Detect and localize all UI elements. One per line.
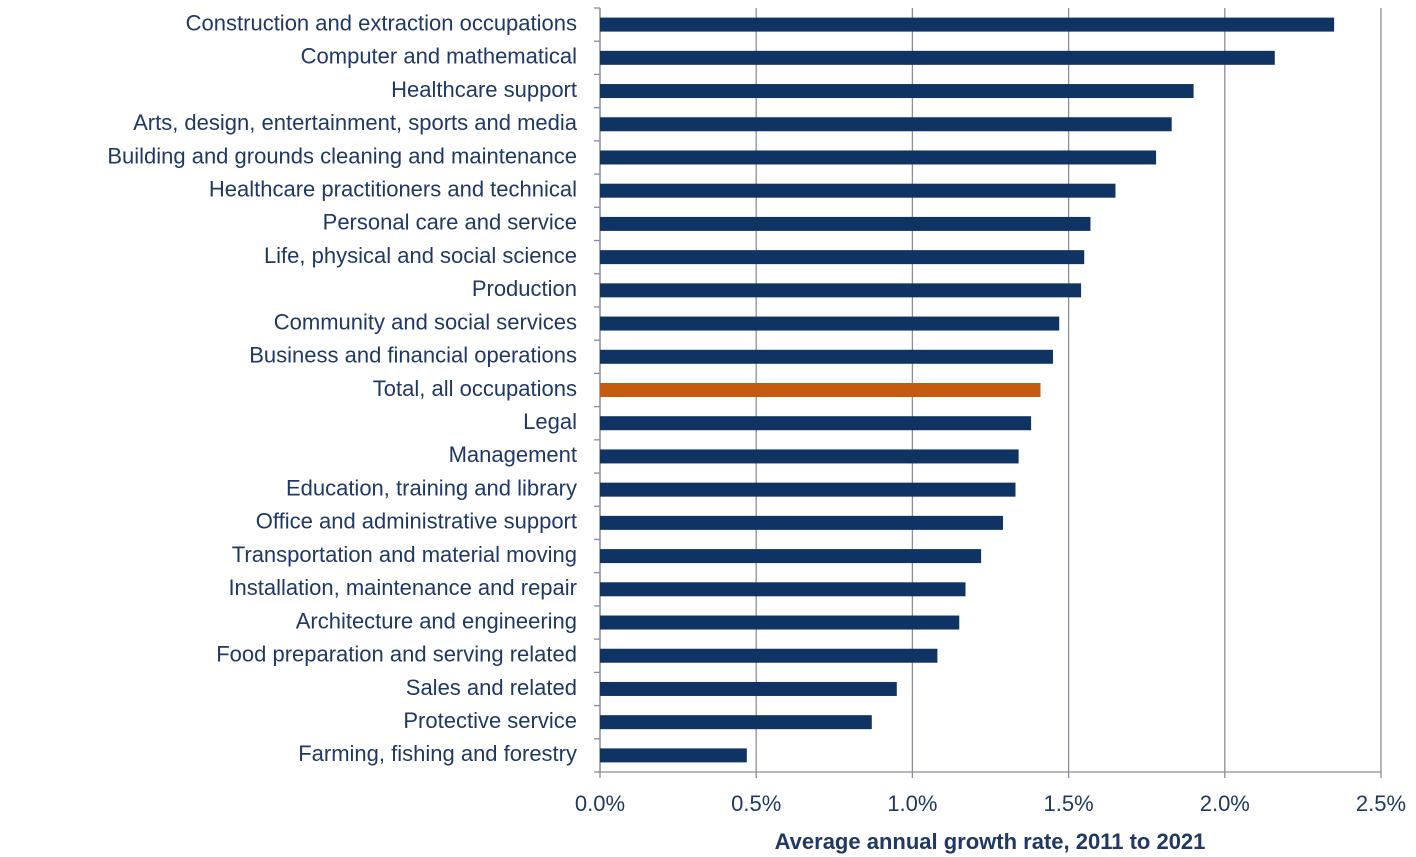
bar (600, 349, 1053, 364)
x-axis-label: Average annual growth rate, 2011 to 2021 (775, 829, 1206, 854)
x-tick-label: 2.0% (1200, 791, 1250, 816)
bar (600, 449, 1019, 464)
bar (600, 549, 982, 564)
y-tick-label: Business and financial operations (249, 343, 577, 368)
bar (600, 615, 960, 630)
y-tick-label: Personal care and service (323, 210, 577, 235)
bar (600, 416, 1032, 431)
y-tick-label: Computer and mathematical (301, 44, 577, 69)
x-tick-label: 0.0% (575, 791, 625, 816)
y-tick-label: Installation, maintenance and repair (228, 575, 577, 600)
bar (600, 316, 1060, 331)
y-tick-label: Healthcare practitioners and technical (209, 177, 577, 202)
bar (600, 50, 1275, 65)
bar (600, 283, 1082, 298)
bar (600, 183, 1116, 198)
bar (600, 482, 1016, 497)
y-tick-label: Arts, design, entertainment, sports and … (133, 110, 578, 135)
y-tick-label: Life, physical and social science (264, 243, 577, 268)
bar (600, 681, 897, 696)
bar (600, 748, 747, 763)
y-tick-label: Construction and extraction occupations (186, 10, 577, 35)
y-tick-label: Architecture and engineering (296, 608, 577, 633)
y-tick-label: Community and social services (274, 309, 577, 334)
bar (600, 515, 1003, 530)
bar (600, 84, 1194, 99)
bar (600, 582, 966, 597)
y-tick-label: Protective service (403, 708, 577, 733)
bar (600, 383, 1041, 397)
bar (600, 648, 938, 663)
y-tick-label: Production (472, 276, 577, 301)
y-tick-label: Building and grounds cleaning and mainte… (107, 143, 577, 168)
y-tick-label: Transportation and material moving (232, 542, 577, 567)
y-tick-label: Education, training and library (286, 475, 577, 500)
y-tick-label: Management (449, 442, 577, 467)
bar (600, 117, 1172, 132)
x-tick-label: 0.5% (731, 791, 781, 816)
bar (600, 150, 1157, 165)
y-tick-label: Office and administrative support (256, 509, 577, 534)
bar (600, 715, 872, 730)
bar (600, 250, 1085, 265)
x-tick-label: 1.0% (887, 791, 937, 816)
y-tick-label: Healthcare support (391, 77, 577, 102)
x-tick-label: 1.5% (1044, 791, 1094, 816)
bar (600, 17, 1335, 32)
y-tick-label: Sales and related (406, 675, 577, 700)
y-tick-label: Legal (523, 409, 577, 434)
y-tick-label: Food preparation and serving related (216, 642, 577, 667)
x-tick-label: 2.5% (1356, 791, 1406, 816)
y-tick-label: Farming, fishing and forestry (298, 741, 577, 766)
y-tick-label: Total, all occupations (373, 376, 577, 401)
bar (600, 216, 1091, 231)
